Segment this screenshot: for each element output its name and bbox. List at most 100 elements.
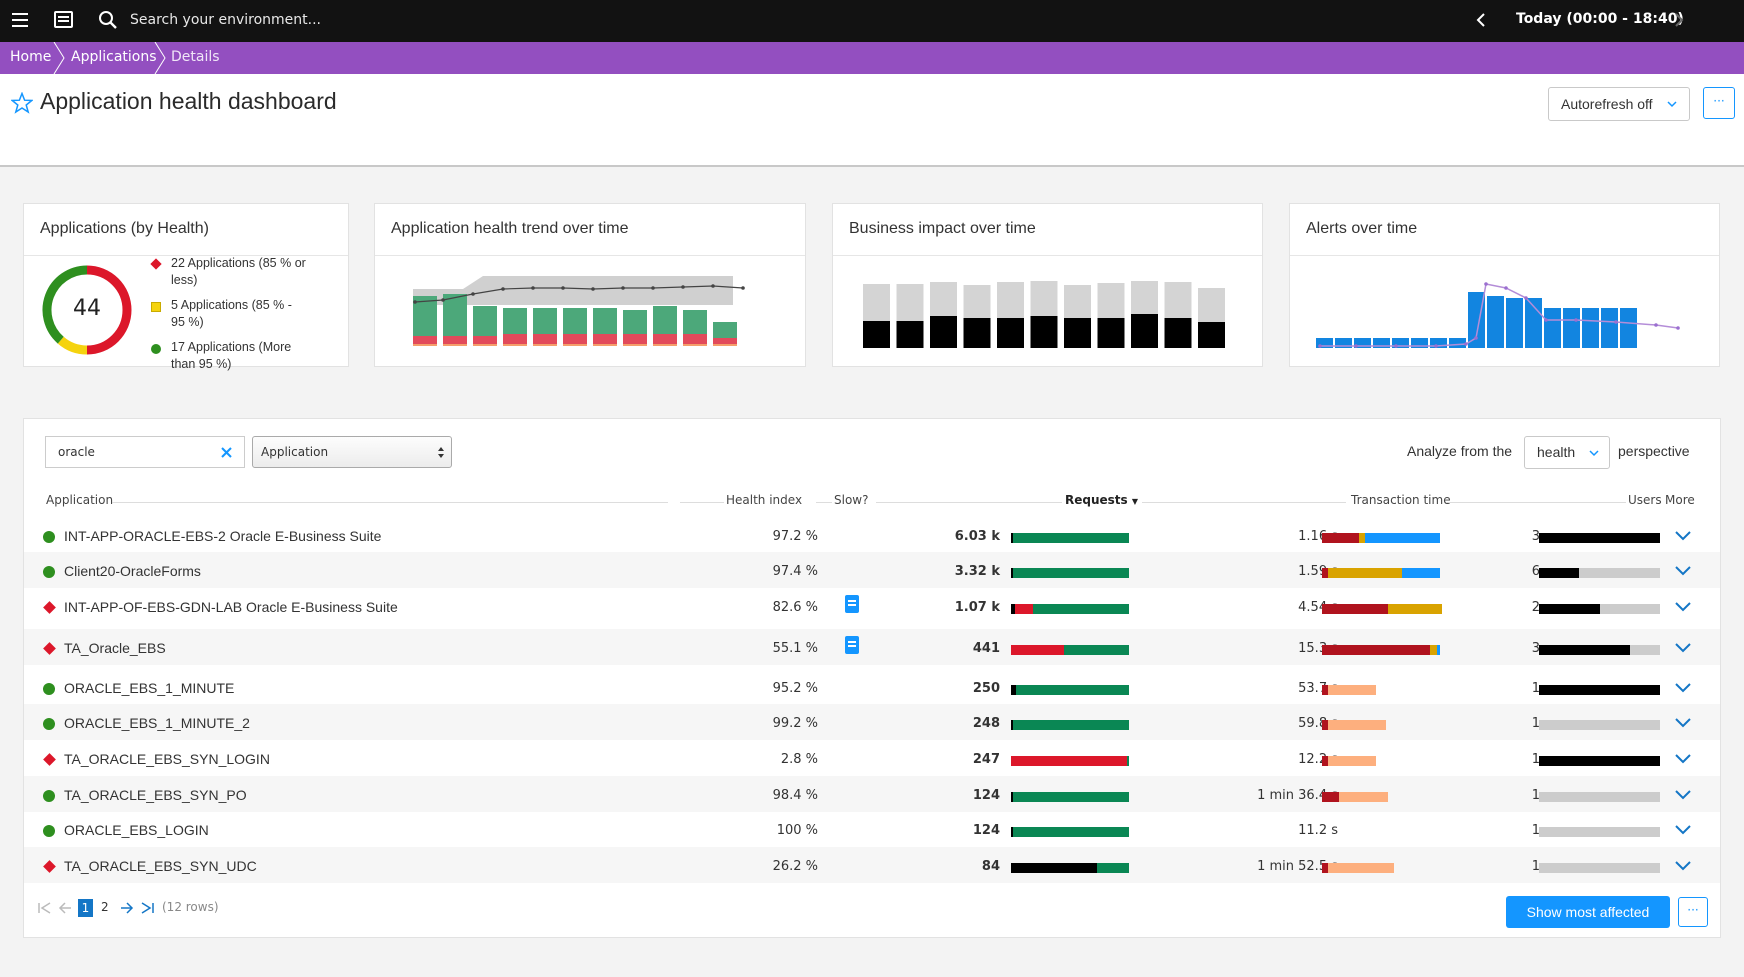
first-page-icon[interactable] [38,902,52,914]
col-slow[interactable]: Slow? [834,493,869,507]
users-count: 6 [1531,564,1540,579]
col-users[interactable]: Users [1628,493,1662,507]
impact-bar-gray [1164,282,1192,318]
health-index: 97.2 % [772,529,818,544]
app-name-link[interactable]: TA_ORACLE_EBS_SYN_LOGIN [64,751,270,767]
impact-bar-black [1064,318,1091,348]
requests-bar [1011,533,1129,543]
chevron-down-icon[interactable] [1675,754,1691,764]
timeframe-label[interactable]: Today (00:00 - 18:40) [1516,11,1684,27]
alert-bar [1392,338,1409,348]
trend-bar-green [503,308,527,334]
alert-bar [1563,308,1580,348]
app-name-link[interactable]: Client20-OracleForms [64,563,201,579]
bar-segment [1011,756,1127,766]
bar-segment [1322,863,1328,873]
page-more-button[interactable]: ··· [1703,87,1735,119]
alert-point [1354,344,1358,348]
chevron-down-icon[interactable] [1675,718,1691,728]
rows-info: (12 rows) [162,900,219,914]
col-requests[interactable]: Requests ▼ [1065,493,1139,507]
app-name-link[interactable]: ORACLE_EBS_1_MINUTE [64,680,235,696]
bar-segment [1338,792,1388,802]
alert-bar [1544,308,1561,348]
col-transaction-time[interactable]: Transaction time [1351,493,1451,507]
page-1-button[interactable]: 1 [78,899,93,917]
prev-page-icon[interactable] [58,902,72,914]
card-applications-by-health[interactable]: Applications (by Health) 44 22 Applicati… [23,203,349,371]
chevron-down-icon[interactable] [1675,643,1691,653]
chevron-down-icon[interactable] [1675,683,1691,693]
filter-search-input[interactable]: oracle [58,445,95,459]
users-bar [1539,685,1660,695]
alert-bar [1354,338,1371,348]
autorefresh-dropdown[interactable]: Autorefresh off [1548,87,1690,121]
chevron-down-icon[interactable] [1675,790,1691,800]
slow-report-icon[interactable] [845,595,859,613]
clear-search-icon[interactable] [221,447,232,458]
chevron-down-icon[interactable] [1675,825,1691,835]
users-count: 1 [1531,788,1540,803]
table-more-button[interactable]: ··· [1678,897,1708,927]
requests-value: 247 [972,752,1000,767]
breadcrumb-applications[interactable]: Applications [71,49,157,65]
search-icon[interactable] [98,10,118,30]
next-page-icon[interactable] [120,902,134,914]
trend-bar-red [713,338,737,344]
transaction-time: 11.2 s [1298,823,1338,838]
table-row[interactable]: ORACLE_EBS_1_MINUTE 95.2 % 250 53.7 s 1 [24,669,1720,705]
timeframe-next-icon[interactable] [1674,12,1684,32]
chevron-down-icon[interactable] [1675,861,1691,871]
favorite-star-icon[interactable] [10,91,34,118]
card-alerts[interactable]: Alerts over time [1289,203,1720,367]
users-bar [1539,756,1660,766]
perspective-dropdown[interactable]: health [1524,436,1610,469]
app-name-link[interactable]: INT-APP-ORACLE-EBS-2 Oracle E-Business S… [64,528,382,544]
search-input[interactable]: Search your environment... [130,12,321,28]
table-row[interactable]: INT-APP-OF-EBS-GDN-LAB Oracle E-Business… [24,588,1720,624]
app-name-link[interactable]: ORACLE_EBS_1_MINUTE_2 [64,715,250,731]
type-select[interactable]: Application [252,436,452,468]
donut-segment-yellow [57,336,88,355]
table-row[interactable]: INT-APP-ORACLE-EBS-2 Oracle E-Business S… [24,517,1720,553]
table-row[interactable]: Client20-OracleForms 97.4 % 3.32 k 1.59 s 6 [24,552,1720,588]
app-name-link[interactable]: TA_ORACLE_EBS_SYN_UDC [64,858,257,874]
bar-segment [1013,720,1129,730]
slow-report-icon[interactable] [845,636,859,654]
app-name-link[interactable]: TA_ORACLE_EBS_SYN_PO [64,787,247,803]
trend-bar-red [503,334,527,344]
chevron-down-icon[interactable] [1675,566,1691,576]
table-row[interactable]: TA_ORACLE_EBS_SYN_PO 98.4 % 124 1 min 36.4 … [24,776,1720,812]
card-business-impact[interactable]: Business impact over time [832,203,1263,367]
filter-search-box[interactable]: oracle [45,436,245,468]
transaction-time: 1 min 52.5 s [1257,859,1338,874]
users-bar [1539,827,1660,837]
col-health-index[interactable]: Health index [726,493,803,507]
breadcrumb-home[interactable]: Home [10,49,52,65]
app-name-link[interactable]: INT-APP-OF-EBS-GDN-LAB Oracle E-Business… [64,599,398,615]
table-row[interactable]: TA_ORACLE_EBS_SYN_LOGIN 2.8 % 247 12.2 s 1 [24,740,1720,776]
table-row[interactable]: TA_ORACLE_EBS_SYN_UDC 26.2 % 84 1 min 52.5 … [24,847,1720,883]
table-row[interactable]: ORACLE_EBS_1_MINUTE_2 99.2 % 248 59.8 s 1 [24,704,1720,740]
table-row[interactable]: ORACLE_EBS_LOGIN 100 % 124 11.2 s 1 [24,811,1720,847]
card-health-trend[interactable]: Application health trend over time [374,203,806,367]
chevron-down-icon[interactable] [1675,531,1691,541]
status-ok-icon [43,718,55,730]
card-title: Applications (by Health) [24,204,348,256]
impact-bar-black [1131,314,1158,348]
transaction-bar [1322,863,1442,873]
users-count: 3 [1531,641,1540,656]
chevron-down-icon [1667,101,1677,108]
page-2-button[interactable]: 2 [101,900,109,914]
col-application[interactable]: Application [46,493,114,507]
app-name-link[interactable]: TA_Oracle_EBS [64,640,166,656]
app-name-link[interactable]: ORACLE_EBS_LOGIN [64,822,209,838]
show-most-affected-button[interactable]: Show most affected [1506,896,1670,928]
chevron-down-icon[interactable] [1675,602,1691,612]
table-row[interactable]: TA_Oracle_EBS 55.1 % 441 15.3 s 3 [24,629,1720,665]
transaction-time: 4.54 s [1298,600,1338,615]
timeframe-prev-icon[interactable] [1476,12,1486,32]
last-page-icon[interactable] [140,902,154,914]
menu-icon[interactable] [12,13,28,27]
dashboard-grid-icon[interactable] [54,11,73,28]
